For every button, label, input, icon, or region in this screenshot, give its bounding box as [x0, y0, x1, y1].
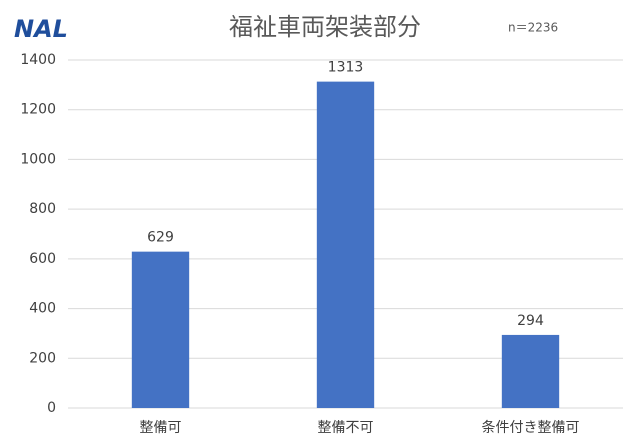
x-tick-label: 条件付き整備可 — [482, 419, 580, 436]
bar — [131, 251, 190, 408]
y-tick-label: 1000 — [20, 151, 56, 167]
y-tick-label: 600 — [29, 251, 56, 267]
y-tick-label: 800 — [29, 201, 56, 217]
y-tick-label: 400 — [29, 301, 56, 317]
x-tick-label: 整備可 — [140, 420, 182, 436]
y-tick-label: 1200 — [20, 102, 56, 118]
y-tick-label: 1400 — [20, 52, 56, 68]
y-tick-label: 200 — [29, 350, 56, 366]
annotation: n＝2236 — [508, 21, 558, 35]
value-label: 294 — [517, 313, 544, 329]
logo: NAL — [14, 15, 68, 43]
bar — [501, 334, 560, 408]
y-tick-label: 0 — [47, 400, 56, 416]
bar — [316, 81, 375, 408]
value-label: 629 — [147, 230, 174, 246]
value-label: 1313 — [328, 60, 364, 76]
chart-title: 福祉車両架装部分 — [229, 13, 421, 41]
x-tick-label: 整備不可 — [318, 420, 374, 436]
